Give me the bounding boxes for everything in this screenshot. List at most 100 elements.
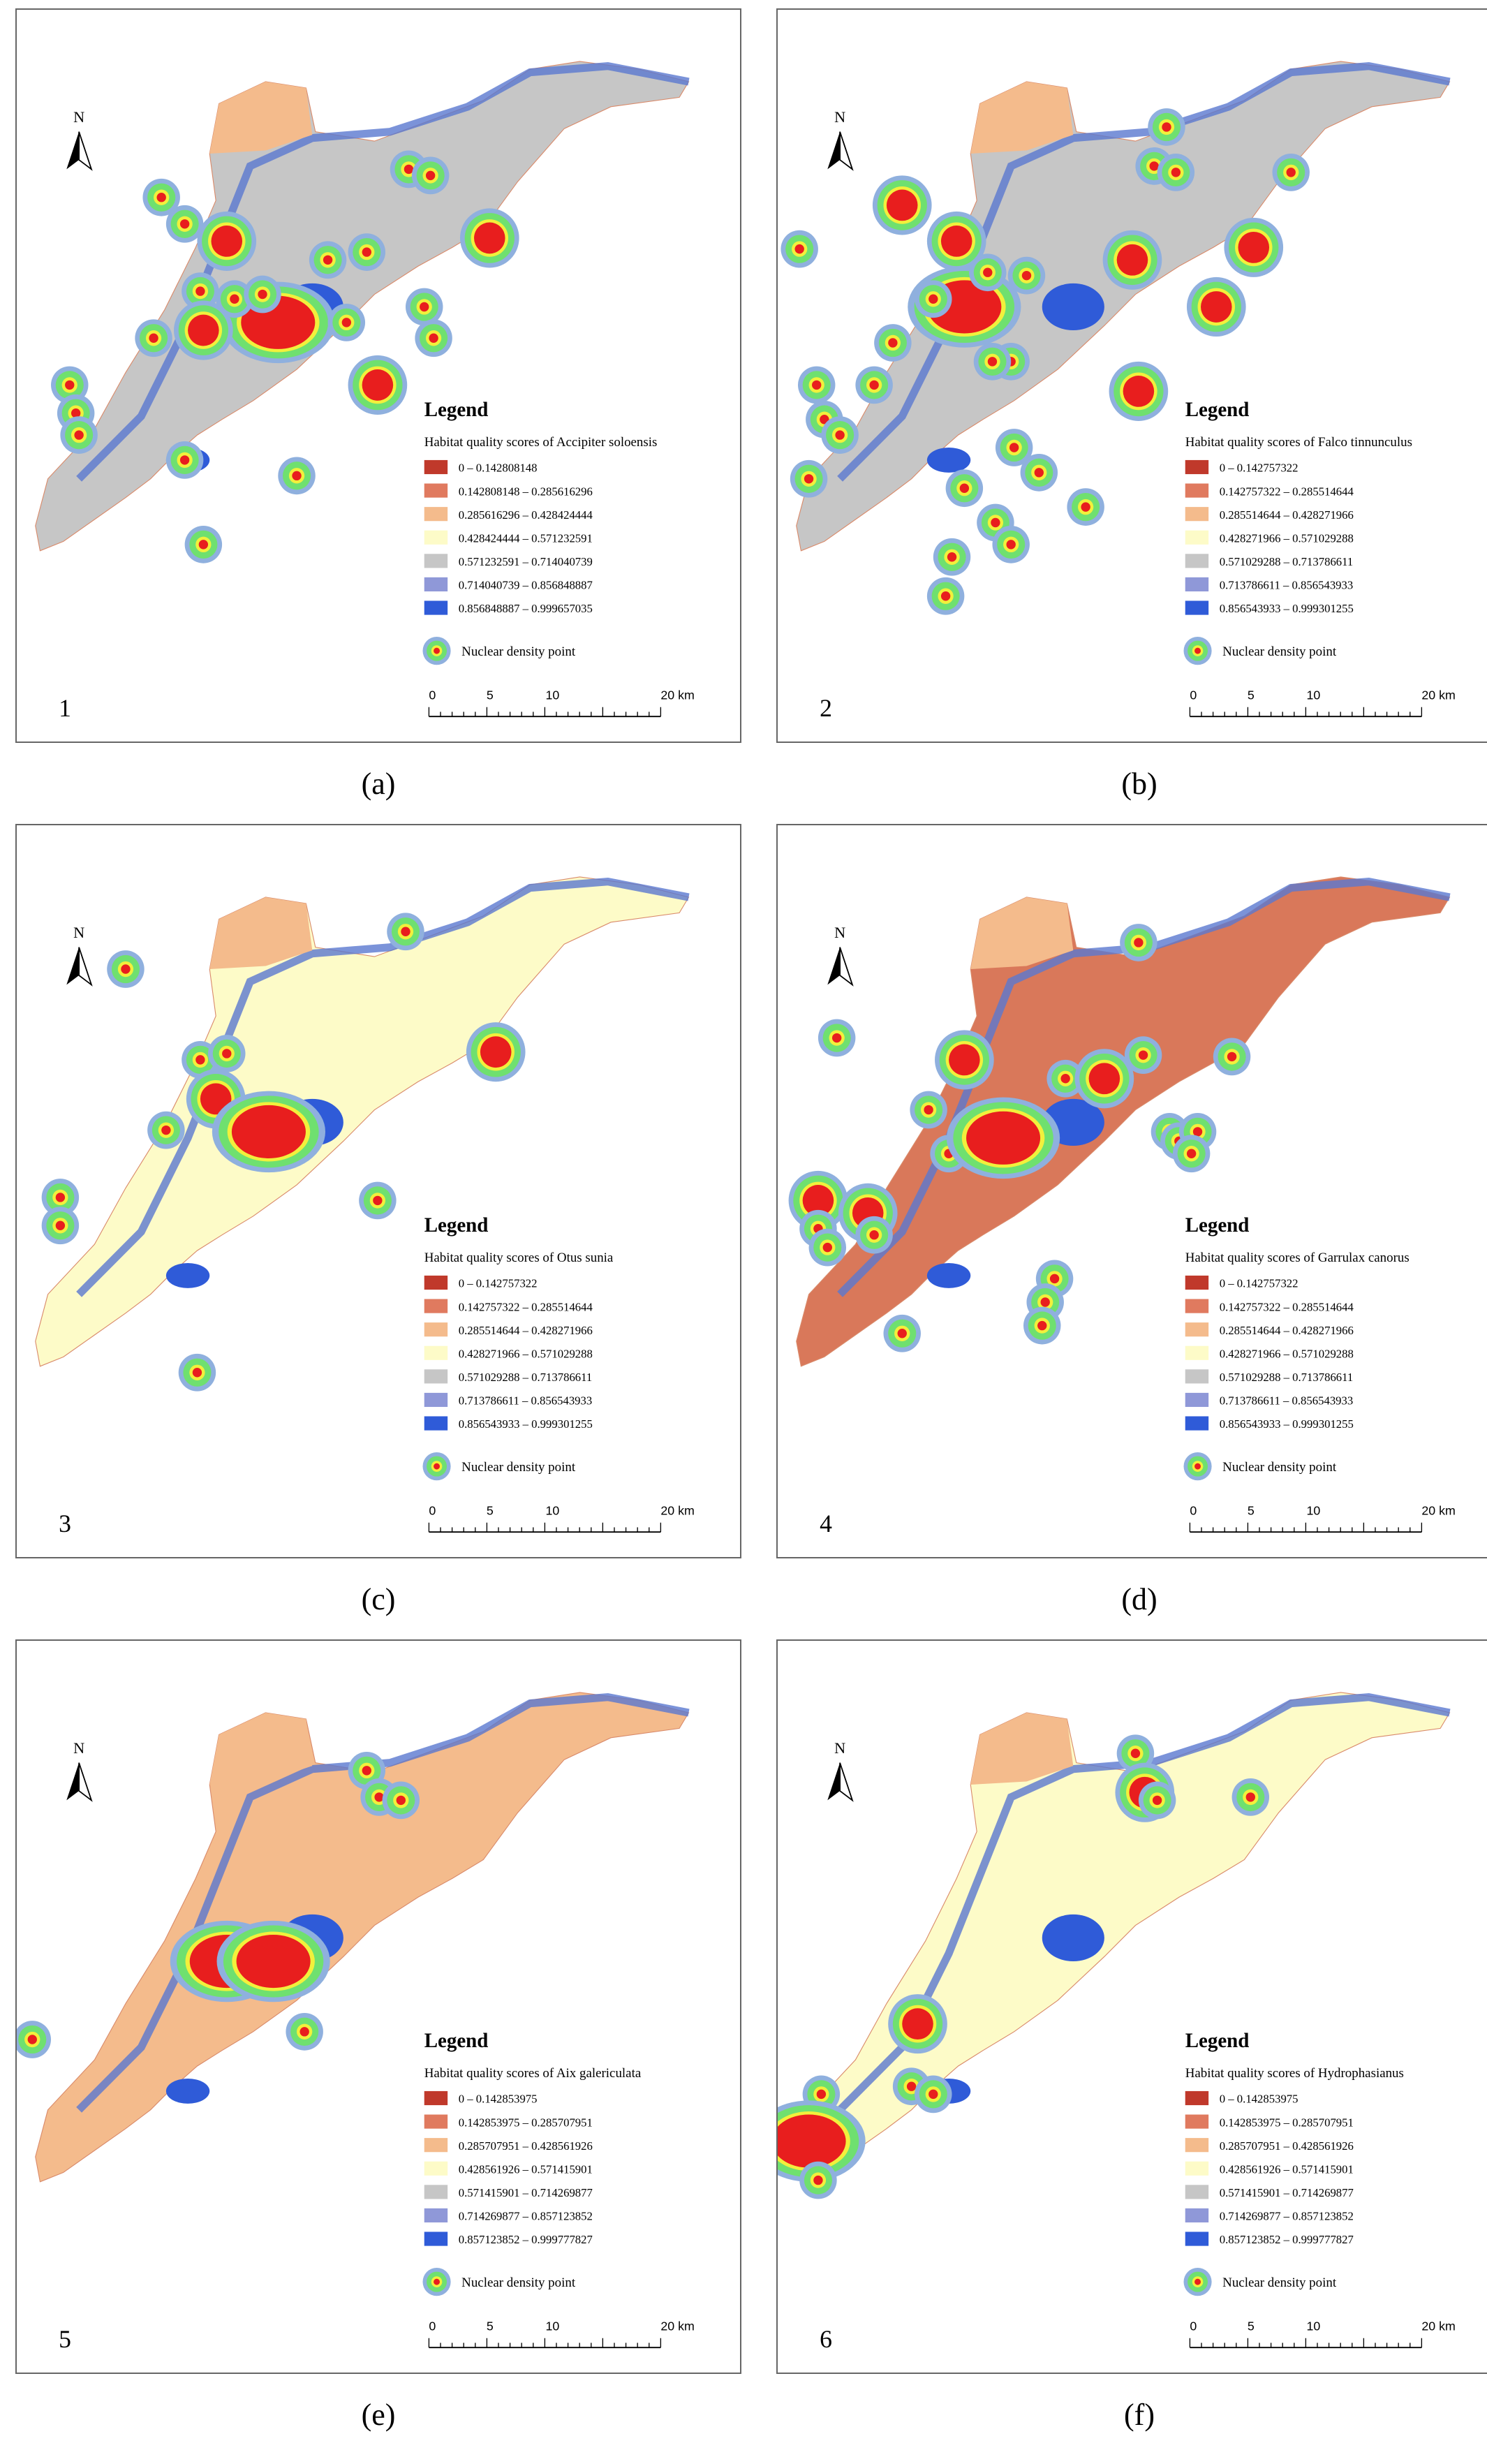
legend-swatch [424, 600, 448, 615]
density-ring [940, 591, 951, 601]
scale-label: 20 km [660, 688, 695, 702]
map-panel: N Legend Habitat quality scores of Falco t… [776, 8, 1487, 743]
density-point [1224, 217, 1284, 277]
river [76, 1692, 690, 2113]
scale-label: 10 [546, 1503, 560, 1517]
north-arrow [66, 1762, 80, 1801]
density-point [855, 366, 893, 404]
panel-number: 6 [820, 2325, 832, 2353]
density-point [286, 2012, 323, 2051]
legend-class: 0.856543933 – 0.999301255 [1220, 602, 1354, 615]
density-ring [1123, 376, 1155, 407]
legend-class: 0.856848887 – 0.999657035 [459, 602, 593, 615]
legend-swatch [1185, 483, 1209, 498]
legend-class: 0.713786611 – 0.856543933 [459, 1394, 593, 1408]
scale-label: 10 [546, 2319, 560, 2333]
scale-label: 5 [487, 2319, 494, 2333]
legend-class: 0.428561926 – 0.571415901 [459, 2162, 593, 2176]
legend-swatch [424, 2090, 448, 2106]
legend-swatch [424, 2114, 448, 2129]
density-ring [835, 430, 845, 440]
legend-class: 0 – 0.142757322 [1220, 1277, 1299, 1290]
scale-label: 5 [1248, 688, 1255, 702]
density-point [216, 280, 253, 318]
density-point [1020, 453, 1058, 492]
density-point [888, 1994, 947, 2054]
density-point [808, 1228, 847, 1267]
legend-class: 0.428561926 – 0.571415901 [1220, 2162, 1354, 2176]
density-ring [983, 267, 993, 277]
density-ring [1021, 270, 1032, 281]
north-arrow [66, 947, 80, 985]
legend-swatch [1185, 2114, 1209, 2129]
legend-title: Legend [1185, 399, 1250, 421]
map-panel: N Legend Habitat quality scores of Otus su… [15, 824, 741, 1558]
density-point [1109, 361, 1169, 421]
density-ring [1040, 1297, 1050, 1307]
legend-swatch [1185, 530, 1209, 545]
map-panel: N Legend Habitat quality scores of Accipit… [15, 8, 741, 743]
legend-swatch [424, 1392, 448, 1408]
north-label: N [73, 924, 84, 941]
scale-label: 10 [1307, 1503, 1321, 1517]
north-arrow [78, 131, 93, 171]
density-point [165, 441, 204, 479]
lake [1042, 1914, 1104, 1962]
legend-swatch [424, 1299, 448, 1313]
scale-label: 5 [487, 688, 494, 702]
density-ring [404, 164, 414, 175]
density-point [915, 2075, 952, 2113]
density-point [184, 525, 223, 563]
density-ring [195, 286, 205, 296]
density-ring [55, 1220, 66, 1230]
density-point [926, 577, 965, 615]
density-point [874, 324, 912, 362]
legend-class: 0.285707951 – 0.428561926 [1220, 2139, 1354, 2153]
panel-caption: (f) [1124, 2398, 1155, 2432]
density-ring [292, 471, 302, 481]
density-ring [929, 294, 938, 304]
map: N Legend Habitat quality scores of Accipit… [35, 61, 695, 722]
density-ring [161, 1125, 171, 1135]
density-ring [812, 380, 822, 390]
density-ring [425, 170, 436, 181]
legend-swatch [424, 1275, 448, 1290]
map-panel: N Legend Habitat quality scores of Hydroph… [776, 1639, 1487, 2374]
density-point [135, 319, 172, 357]
legend-swatch [1185, 1392, 1209, 1408]
legend-swatch [424, 459, 448, 475]
density-ring [396, 1795, 406, 1806]
scale-label: 10 [1307, 2319, 1321, 2333]
density-point [411, 156, 450, 195]
density-ring [222, 1049, 232, 1058]
density-point [1046, 1059, 1084, 1098]
lake [165, 1263, 210, 1288]
map: N Legend Habitat quality scores of Falco t… [781, 61, 1456, 722]
density-point [799, 2161, 837, 2199]
density-point [883, 1314, 921, 1352]
legend-density-symbol [1194, 2278, 1201, 2285]
legend-swatch [1185, 2208, 1209, 2223]
legend-class: 0.142757322 – 0.285514644 [1220, 1300, 1354, 1313]
density-point [1231, 1778, 1270, 1816]
density-ring [231, 1105, 306, 1158]
legend-class: 0.571415901 – 0.714269877 [459, 2186, 593, 2199]
density-ring [947, 552, 957, 562]
legend-swatch [1185, 1322, 1209, 1337]
density-ring [362, 1766, 371, 1776]
map-panel: N Legend Habitat quality scores of Garrula… [776, 824, 1487, 1558]
legend-density-label: Nuclear density point [461, 2275, 576, 2290]
density-ring [200, 1083, 232, 1115]
scale-label: 5 [1248, 2319, 1255, 2333]
density-ring [373, 1195, 383, 1206]
legend-swatch [1185, 577, 1209, 592]
legend-density-symbol [434, 1463, 441, 1470]
legend-swatch [1185, 1369, 1209, 1384]
density-ring [1192, 1127, 1203, 1137]
legend-swatch [424, 2208, 448, 2223]
map: N Legend Habitat quality scores of Garrula… [788, 876, 1456, 1537]
legend-swatch [424, 530, 448, 545]
density-point [1124, 1036, 1162, 1075]
density-point [459, 208, 519, 268]
density-ring [886, 189, 918, 221]
